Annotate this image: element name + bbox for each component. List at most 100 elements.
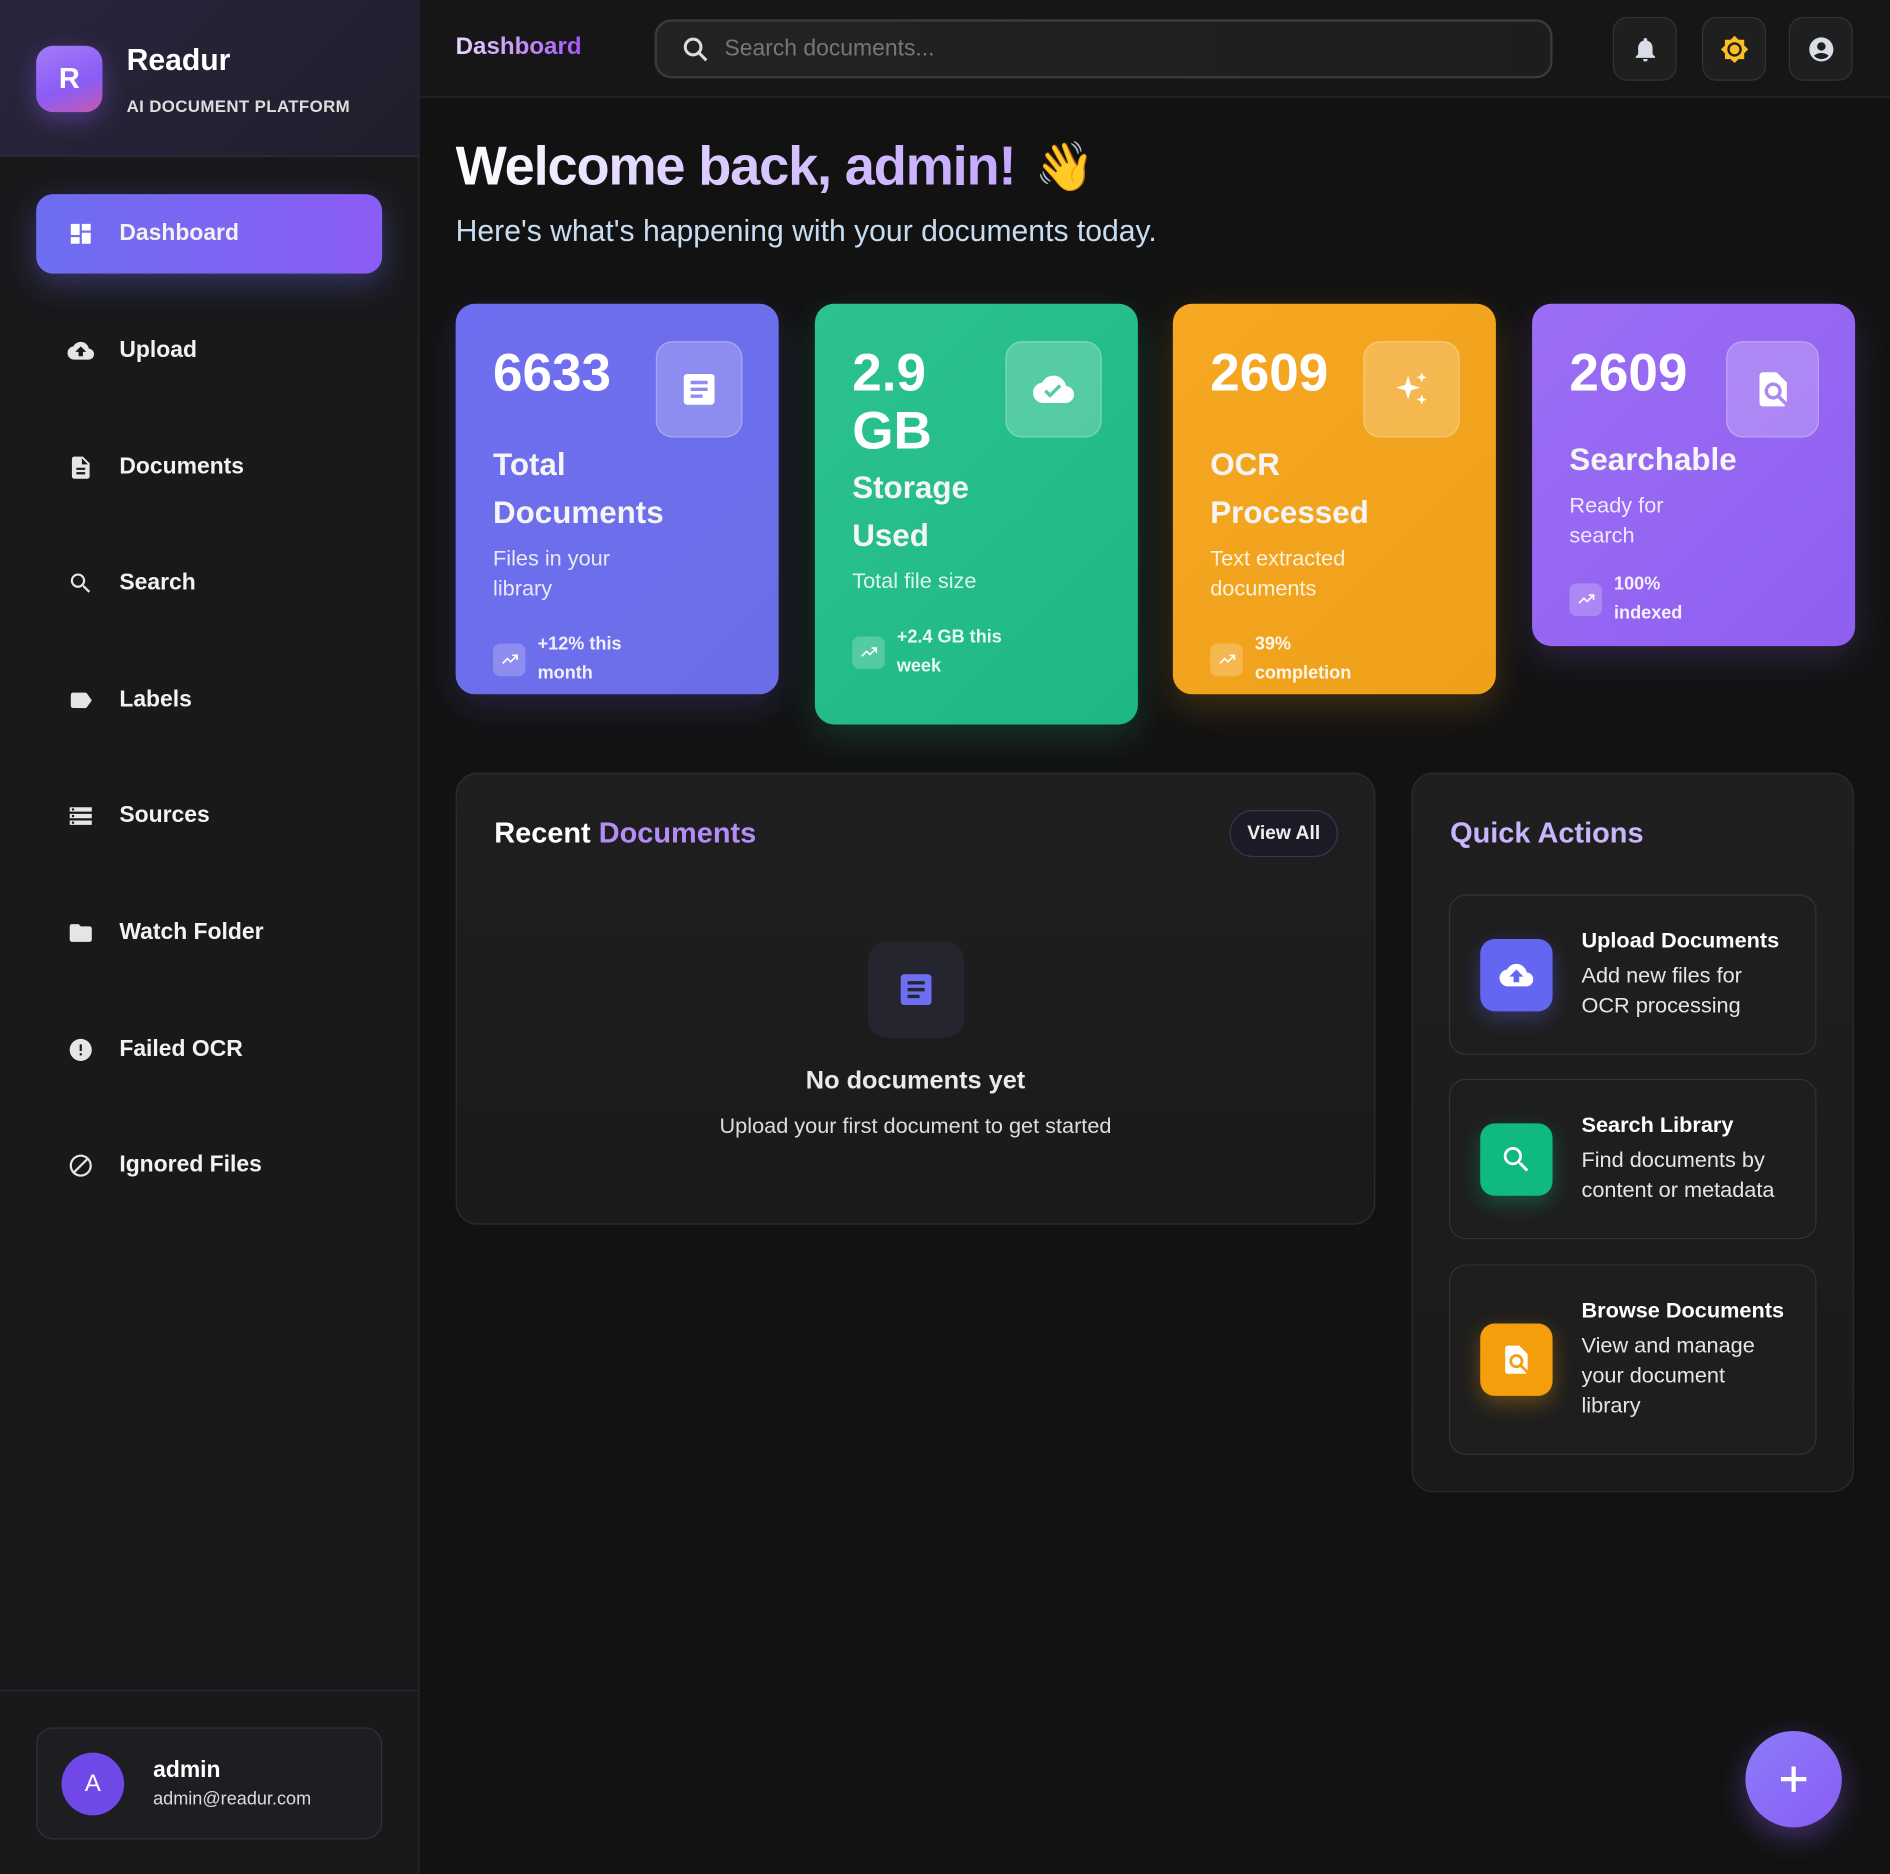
quick-action-desc: View and manage your document library <box>1581 1333 1755 1418</box>
stat-card-total-documents[interactable]: 6633 Total Documents Files in your libra… <box>455 303 779 695</box>
stat-value: 2609 <box>1210 343 1329 403</box>
stat-card-searchable[interactable]: 2609 Searchable Ready for search 100% in… <box>1532 303 1856 647</box>
sidebar-item-label: Dashboard <box>119 220 239 246</box>
search-input[interactable] <box>724 35 1448 63</box>
stat-trend: +12% this month <box>537 634 622 684</box>
quick-action-upload[interactable]: Upload Documents Add new files for OCR pr… <box>1448 894 1817 1055</box>
stat-trend: +2.4 GB this week <box>896 626 1002 677</box>
quick-action-browse[interactable]: Browse Documents View and manage your doc… <box>1448 1264 1817 1455</box>
welcome-subtitle: Here's what's happening with your docume… <box>455 214 1157 249</box>
search-icon <box>70 573 91 593</box>
document-icon <box>71 456 90 479</box>
search-bar[interactable] <box>654 19 1553 79</box>
trending-up-icon <box>1210 643 1243 676</box>
cloud-upload-icon <box>67 341 95 360</box>
page-title: Dashboard <box>455 33 582 61</box>
title-part: Recent <box>494 817 591 850</box>
sidebar-item-label: Upload <box>119 337 197 363</box>
stat-description: Ready for search <box>1569 493 1664 548</box>
sidebar-item-ignored-files[interactable]: Ignored Files <box>36 1126 382 1206</box>
stat-trend: 100% indexed <box>1614 573 1683 624</box>
trending-up-icon <box>493 643 526 676</box>
block-icon <box>69 1154 92 1177</box>
welcome-text: Welcome back, admin! <box>455 135 1017 197</box>
add-fab-button[interactable] <box>1745 1730 1842 1828</box>
account-circle-icon <box>1808 36 1833 61</box>
logo[interactable]: R <box>36 45 103 113</box>
sidebar-item-label: Ignored Files <box>119 1152 262 1178</box>
brand-name: Readur <box>126 43 231 78</box>
trending-up-icon <box>1569 582 1602 616</box>
view-all-button[interactable]: View All <box>1229 810 1338 858</box>
quick-actions-panel: Quick Actions Upload Documents Add new fi… <box>1411 772 1854 1493</box>
sidebar-item-label: Sources <box>119 802 210 829</box>
label-icon <box>70 692 92 709</box>
search-icon <box>683 37 708 61</box>
panel-title: Recent Documents <box>494 817 756 851</box>
sidebar-item-documents[interactable]: Documents <box>36 428 382 508</box>
plus-icon <box>1780 1766 1807 1792</box>
user-profile-card[interactable]: A admin admin@readur.com <box>36 1727 383 1840</box>
account-button[interactable] <box>1788 16 1853 81</box>
quick-action-title: Search Library <box>1581 1112 1734 1137</box>
quick-action-search[interactable]: Search Library Find documents by content … <box>1448 1078 1817 1240</box>
find-in-page-icon <box>1480 1323 1553 1396</box>
sidebar-item-sources[interactable]: Sources <box>36 776 382 856</box>
sidebar-item-label: Labels <box>119 687 192 713</box>
trending-up-icon <box>852 635 885 669</box>
sidebar-item-labels[interactable]: Labels <box>36 661 382 741</box>
sun-icon <box>1720 35 1748 63</box>
sidebar: R Readur AI DOCUMENT PLATFORM Dashboard … <box>0 0 420 1874</box>
stat-card-storage-used[interactable]: 2.9 GB Storage Used Total file size +2.4… <box>814 303 1138 725</box>
sidebar-item-search[interactable]: Search <box>36 544 382 624</box>
sidebar-item-label: Failed OCR <box>119 1036 243 1062</box>
quick-action-title: Browse Documents <box>1581 1298 1785 1323</box>
quick-action-desc: Add new files for OCR processing <box>1581 963 1742 1018</box>
dashboard-icon <box>70 223 91 244</box>
find-in-page-icon <box>1726 341 1819 438</box>
stat-title: OCR Processed <box>1210 445 1369 531</box>
stat-title: Storage Used <box>852 468 969 554</box>
stat-value: 2.9 GB <box>852 343 932 461</box>
notifications-button[interactable] <box>1612 16 1677 81</box>
article-icon <box>655 341 743 438</box>
stat-description: Total file size <box>852 568 977 594</box>
empty-state-title: No documents yet <box>805 1066 1026 1095</box>
title-highlight: Documents <box>598 817 757 850</box>
folder-icon <box>69 924 92 942</box>
waving-hand-icon: 👋 <box>1034 140 1095 194</box>
brand-header: R Readur AI DOCUMENT PLATFORM <box>0 0 419 157</box>
user-section: A admin admin@readur.com <box>0 1689 419 1874</box>
brand-tagline: AI DOCUMENT PLATFORM <box>126 96 351 116</box>
sidebar-item-failed-ocr[interactable]: Failed OCR <box>36 1010 382 1090</box>
quick-action-title: Upload Documents <box>1581 928 1780 953</box>
panel-title: Quick Actions <box>1450 817 1644 850</box>
stat-trend: 39% completion <box>1254 634 1352 684</box>
stat-description: Text extracted documents <box>1210 546 1346 601</box>
stat-description: Files in your library <box>493 546 610 601</box>
sparkle-icon <box>1363 341 1460 438</box>
welcome-heading: Welcome back, admin! 👋 <box>455 135 1095 198</box>
sidebar-item-label: Documents <box>119 454 245 480</box>
top-bar: Dashboard <box>419 0 1890 98</box>
stat-value: 2609 <box>1569 343 1688 403</box>
stat-title: Total Documents <box>493 445 664 531</box>
sidebar-item-label: Watch Folder <box>119 919 264 946</box>
sidebar-item-label: Search <box>119 570 196 596</box>
user-email: admin@readur.com <box>153 1788 312 1810</box>
recent-documents-panel: Recent Documents View All No documents y… <box>455 772 1376 1225</box>
sidebar-item-watch-folder[interactable]: Watch Folder <box>36 893 382 973</box>
cloud-upload-icon <box>1480 938 1553 1011</box>
empty-state-subtitle: Upload your first document to get starte… <box>719 1113 1112 1138</box>
cloud-done-icon <box>1005 341 1102 438</box>
avatar: A <box>61 1752 125 1816</box>
storage-icon <box>69 807 92 825</box>
theme-toggle-button[interactable] <box>1702 16 1766 81</box>
stat-value: 6633 <box>493 343 612 403</box>
search-icon <box>1480 1122 1553 1196</box>
sidebar-item-upload[interactable]: Upload <box>36 311 382 391</box>
bell-icon <box>1635 37 1655 61</box>
article-icon <box>867 941 965 1038</box>
stat-card-ocr-processed[interactable]: 2609 OCR Processed Text extracted docume… <box>1172 303 1496 695</box>
sidebar-item-dashboard[interactable]: Dashboard <box>36 194 383 274</box>
